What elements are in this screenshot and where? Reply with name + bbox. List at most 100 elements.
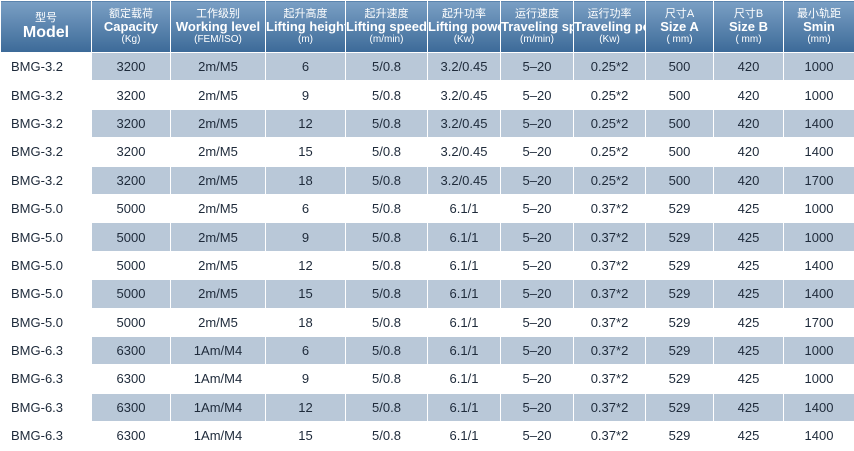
table-cell: 5/0.8 xyxy=(345,364,428,394)
header-cell: 最小轨距 Smin (mm) xyxy=(783,0,854,53)
table-cell: 0.37*2 xyxy=(573,307,646,337)
table-cell: 5/0.8 xyxy=(345,193,428,224)
header-unit: (Kg) xyxy=(121,34,141,46)
table-cell: 0.37*2 xyxy=(573,250,646,281)
table-cell: 18 xyxy=(265,307,346,337)
table-cell: 6.1/1 xyxy=(427,222,501,252)
table-cell: 1Am/M4 xyxy=(170,421,266,451)
table-cell: 6.1/1 xyxy=(427,250,501,281)
table-cell: 2m/M5 xyxy=(170,279,266,309)
table-cell: 529 xyxy=(645,421,714,451)
table-cell: 6.1/1 xyxy=(427,335,501,366)
table-cell: 5–20 xyxy=(500,80,574,110)
table-cell: 5/0.8 xyxy=(345,222,428,252)
table-row: BMG-3.2 3200 2m/M5 12 5/0.8 3.2/0.45 5–20 0.25*… xyxy=(0,108,854,139)
table-cell: 5/0.8 xyxy=(345,51,428,82)
table-cell: 5–20 xyxy=(500,165,574,195)
table-cell: BMG-6.3 xyxy=(0,421,92,451)
table-cell: 420 xyxy=(713,137,784,167)
table-cell: 2m/M5 xyxy=(170,165,266,195)
table-cell: BMG-3.2 xyxy=(0,137,92,167)
table-cell: 1Am/M4 xyxy=(170,364,266,394)
table-cell: 12 xyxy=(265,250,346,281)
table-cell: 529 xyxy=(645,335,714,366)
table-cell: 5000 xyxy=(91,279,171,309)
table-cell: 2m/M5 xyxy=(170,108,266,139)
table-row: BMG-5.0 5000 2m/M5 6 5/0.8 6.1/1 5–20 0.37*2 529… xyxy=(0,193,854,224)
table-cell: 500 xyxy=(645,137,714,167)
table-cell: 0.37*2 xyxy=(573,421,646,451)
table-row: BMG-5.0 5000 2m/M5 18 5/0.8 6.1/1 5–20 0.37*2 52… xyxy=(0,307,854,337)
table-cell: 5–20 xyxy=(500,392,574,423)
table-cell: 2m/M5 xyxy=(170,80,266,110)
table-cell: 1000 xyxy=(783,335,854,366)
table-cell: 529 xyxy=(645,364,714,394)
table-cell: 15 xyxy=(265,279,346,309)
table-cell: 15 xyxy=(265,421,346,451)
table-cell: 5–20 xyxy=(500,364,574,394)
header-en: Working level xyxy=(175,18,261,34)
table-cell: 1Am/M4 xyxy=(170,392,266,423)
table-cell: 5/0.8 xyxy=(345,335,428,366)
table-cell: 1Am/M4 xyxy=(170,335,266,366)
header-unit: (mm) xyxy=(807,34,831,46)
table-cell: 3200 xyxy=(91,80,171,110)
table-cell: 2m/M5 xyxy=(170,137,266,167)
table-cell: 425 xyxy=(713,364,784,394)
table-cell: 1700 xyxy=(783,307,854,337)
table-cell: BMG-3.2 xyxy=(0,51,92,82)
header-cell: 起升高度 Lifting height (m) xyxy=(265,0,346,53)
header-en: Model xyxy=(22,23,70,41)
table-body: BMG-3.2 3200 2m/M5 6 5/0.8 3.2/0.45 5–20 0.25*2… xyxy=(0,51,854,451)
header-zh: 起升速度 xyxy=(364,7,409,20)
table-cell: 2m/M5 xyxy=(170,222,266,252)
table-cell: 9 xyxy=(265,364,346,394)
table-cell: 425 xyxy=(713,335,784,366)
table-cell: 5/0.8 xyxy=(345,250,428,281)
table-cell: 529 xyxy=(645,279,714,309)
header-cell: 工作级别 Working level (FEM/ISO) xyxy=(170,0,266,53)
table-row: BMG-3.2 3200 2m/M5 6 5/0.8 3.2/0.45 5–20 0.25*2… xyxy=(0,51,854,82)
table-cell: 5/0.8 xyxy=(345,421,428,451)
table-cell: 420 xyxy=(713,108,784,139)
table-cell: BMG-5.0 xyxy=(0,307,92,337)
table-cell: 529 xyxy=(645,307,714,337)
table-cell: 5/0.8 xyxy=(345,80,428,110)
table-cell: 5–20 xyxy=(500,137,574,167)
table-cell: 500 xyxy=(645,80,714,110)
table-cell: BMG-5.0 xyxy=(0,222,92,252)
table-row: BMG-3.2 3200 2m/M5 18 5/0.8 3.2/0.45 5–20 0.25*… xyxy=(0,165,854,195)
table-cell: 1000 xyxy=(783,80,854,110)
table-cell: 1000 xyxy=(783,51,854,82)
table-cell: 5000 xyxy=(91,307,171,337)
table-cell: 0.25*2 xyxy=(573,80,646,110)
table-cell: 0.25*2 xyxy=(573,108,646,139)
table-cell: 5–20 xyxy=(500,279,574,309)
table-cell: 5/0.8 xyxy=(345,279,428,309)
table-cell: BMG-3.2 xyxy=(0,80,92,110)
table-row: BMG-5.0 5000 2m/M5 12 5/0.8 6.1/1 5–20 0.37*2 52… xyxy=(0,250,854,281)
header-unit: (m/min) xyxy=(520,34,554,46)
header-zh: 额定载荷 xyxy=(109,7,153,20)
table-row: BMG-3.2 3200 2m/M5 15 5/0.8 3.2/0.45 5–20 0.25*… xyxy=(0,137,854,167)
table-cell: BMG-6.3 xyxy=(0,364,92,394)
table-cell: BMG-5.0 xyxy=(0,193,92,224)
table-cell: 3200 xyxy=(91,137,171,167)
table-cell: 0.25*2 xyxy=(573,165,646,195)
table-cell: 0.37*2 xyxy=(573,193,646,224)
table-cell: 6.1/1 xyxy=(427,364,501,394)
header-zh: 型号 xyxy=(35,11,57,24)
table-cell: 1400 xyxy=(783,250,854,281)
table-cell: 5–20 xyxy=(500,51,574,82)
table-cell: 500 xyxy=(645,165,714,195)
table-cell: 5–20 xyxy=(500,193,574,224)
table-cell: BMG-3.2 xyxy=(0,165,92,195)
table-cell: BMG-5.0 xyxy=(0,250,92,281)
table-cell: 0.37*2 xyxy=(573,279,646,309)
table-cell: 0.37*2 xyxy=(573,364,646,394)
table-row: BMG-6.3 6300 1Am/M4 12 5/0.8 6.1/1 5–20 0.37*2 5… xyxy=(0,392,854,423)
header-en: Smin xyxy=(803,18,835,34)
table-cell: 500 xyxy=(645,51,714,82)
